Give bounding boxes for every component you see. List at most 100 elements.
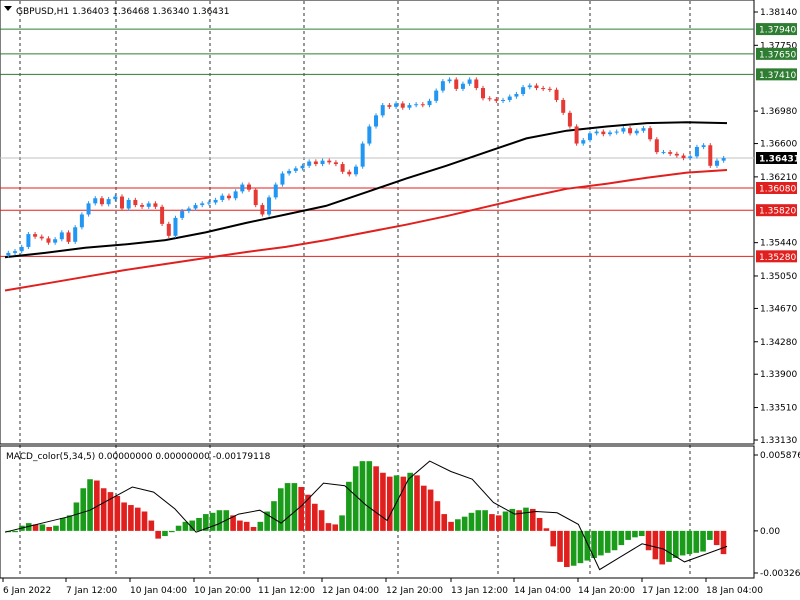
macd-bar	[666, 530, 672, 562]
candle-body	[186, 208, 191, 212]
candle-body	[146, 203, 151, 207]
time-tick-label: 10 Jan 20:00	[194, 586, 251, 596]
candle-body	[554, 89, 559, 100]
vertical-grid	[19, 1, 691, 577]
level-tags: 1.37940 1.37650 1.37410 1.36080 1.35820 1.352…	[756, 23, 800, 263]
candle-body	[340, 164, 345, 172]
macd-bar	[66, 515, 73, 531]
time-axis: 6 Jan 2022 7 Jan 12:00 10 Jan 04:00 10 Jan …	[2, 578, 763, 596]
macd-bar	[277, 488, 284, 531]
candle-body	[19, 246, 24, 252]
candle-body	[708, 145, 713, 166]
candle-body	[46, 238, 51, 243]
macd-bar	[529, 508, 536, 531]
candle-body	[420, 104, 425, 106]
candle-body	[79, 214, 84, 228]
candle-body	[721, 158, 726, 161]
macd-bar	[298, 486, 304, 531]
price-axis: 1.38140 1.37750 1.36980 1.36600 1.36210 1.354…	[754, 8, 800, 579]
macd-bar	[557, 530, 563, 562]
candle-body	[541, 88, 546, 90]
price-tick-label: 1.38140	[760, 8, 797, 18]
time-tick-label: 11 Jan 12:00	[258, 586, 315, 596]
macd-bar	[550, 530, 557, 547]
macd-bar	[12, 530, 18, 533]
candle-body	[66, 232, 71, 242]
macd-bar	[489, 514, 495, 531]
macd-bar	[25, 523, 32, 531]
ma-slow-line	[4, 169, 728, 292]
macd-bar	[155, 530, 161, 539]
price-tick-label: 1.33510	[760, 404, 797, 414]
macd-bar	[325, 523, 332, 531]
candle-body	[200, 203, 205, 206]
macd-bar	[250, 527, 257, 531]
price-tick-label: 1.37750	[760, 41, 797, 51]
price-tick-label: 1.35440	[760, 239, 797, 249]
time-tick-label: 18 Jan 04:00	[706, 586, 763, 596]
candle-body	[714, 160, 719, 166]
ma-fast-line	[4, 121, 728, 259]
moving-averages	[4, 121, 728, 292]
candle-body	[527, 85, 532, 88]
time-tick-label: 12 Jan 20:00	[386, 586, 443, 596]
candle-body	[39, 236, 44, 239]
candle-body	[213, 199, 218, 203]
price-tick-label: 1.34670	[760, 304, 797, 314]
macd-bar	[448, 521, 454, 531]
macd-bar	[46, 527, 52, 531]
macd-bar	[305, 494, 311, 531]
time-tick-label: 14 Jan 04:00	[514, 586, 571, 596]
time-tick-label: 12 Jan 04:00	[322, 586, 379, 596]
price-tick-label: 1.36980	[760, 107, 797, 117]
macd-bar	[441, 514, 448, 531]
candle-body	[126, 199, 131, 209]
candle-body	[86, 203, 91, 215]
candle-body	[273, 184, 278, 198]
macd-bar	[237, 520, 243, 531]
level-tag	[756, 23, 797, 36]
macd-bar	[468, 512, 475, 531]
macd-bar	[700, 530, 706, 552]
candle-body	[307, 161, 312, 166]
level-tag	[756, 204, 797, 217]
macd-bar	[543, 528, 550, 531]
candle-body	[587, 133, 592, 141]
macd-bar	[128, 505, 134, 531]
level-tag	[756, 47, 797, 60]
macd-bar	[366, 461, 373, 531]
macd-bar	[352, 466, 359, 531]
macd-bar	[39, 524, 46, 531]
time-tick-label: 13 Jan 12:00	[451, 586, 508, 596]
macd-bar	[332, 524, 339, 531]
macd-bar	[271, 501, 277, 531]
macd-bar	[707, 530, 713, 540]
indicator-header: MACD_color(5,34,5) 0.00000000 0.00000000…	[6, 452, 271, 462]
candle-body	[661, 152, 666, 154]
candle-body	[648, 128, 653, 140]
candle-body	[407, 105, 412, 108]
price-pane[interactable]	[0, 0, 755, 445]
candle-body	[440, 81, 445, 91]
level-tag	[756, 181, 797, 194]
macd-bar	[632, 530, 638, 538]
candle-body	[474, 79, 479, 89]
candle-body	[180, 211, 185, 218]
candle-body	[681, 155, 686, 159]
header: GBPUSD,H1 1.36403 1.36468 1.36340 1.3643…	[4, 6, 229, 17]
price-tick-label: 1.35050	[760, 272, 797, 282]
current-price-label: 1.36431	[759, 154, 800, 164]
candle-body	[293, 168, 298, 171]
candle-body	[260, 205, 265, 215]
candle-body	[688, 156, 693, 159]
macd-bar	[659, 530, 665, 565]
macd-bar	[230, 515, 236, 531]
dropdown-triangle-icon[interactable]	[4, 6, 12, 11]
level-tag-label: 1.35820	[759, 207, 796, 217]
candle-body	[233, 191, 238, 199]
macd-bar	[73, 502, 80, 531]
macd-bar	[380, 472, 386, 531]
macd-bar	[618, 530, 625, 546]
level-tag-label: 1.37410	[759, 71, 796, 81]
